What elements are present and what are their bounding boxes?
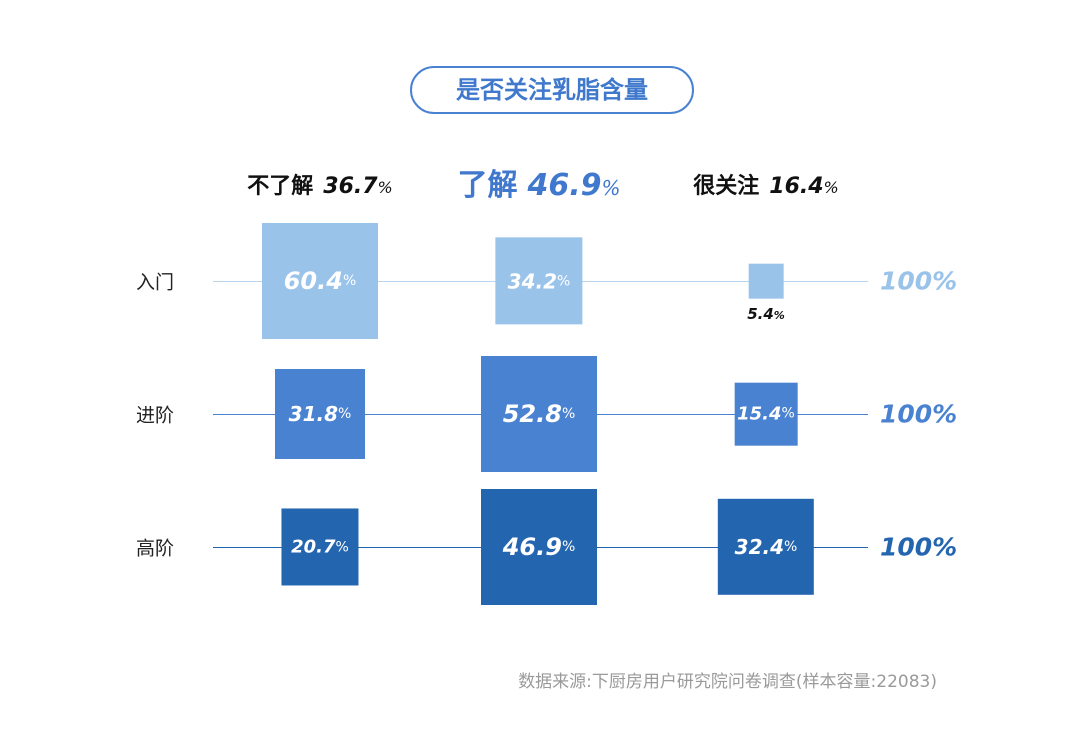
data-square: 46.9%: [481, 489, 597, 605]
chart-title: 是否关注乳脂含量: [410, 66, 694, 114]
data-square: 20.7%: [281, 508, 359, 586]
data-unit: %: [561, 539, 576, 555]
data-square: 32.4%: [717, 498, 815, 596]
row-total: 100%: [880, 399, 958, 429]
source-note: 数据来源:下厨房用户研究院问卷调查(样本容量:22083): [518, 672, 937, 692]
data-square: 15.4%: [734, 382, 798, 446]
row-total: 100%: [880, 266, 958, 296]
column-value: 16.4%: [769, 174, 838, 199]
column-unit: %: [377, 178, 393, 197]
data-square: 34.2%: [495, 237, 583, 325]
column-number: 36.7: [323, 174, 378, 199]
data-square: 31.8%: [274, 368, 366, 460]
data-unit: %: [784, 539, 798, 555]
data-value: 32.4: [734, 535, 785, 559]
data-unit: %: [335, 539, 349, 555]
row-label: 进阶: [136, 404, 175, 427]
data-label: 5.4%: [747, 305, 785, 323]
column-header: 很关注 16.4%: [693, 168, 839, 200]
data-value: 20.7: [291, 536, 336, 558]
data-value: 5.4: [747, 305, 774, 324]
data-square: [748, 263, 784, 299]
column-header: 不了解 36.7%: [247, 168, 393, 200]
column-value: 36.7%: [323, 174, 392, 199]
row-total: 100%: [880, 532, 958, 562]
data-value: 52.8: [502, 400, 562, 428]
column-unit: %: [601, 176, 621, 200]
row-label: 高阶: [136, 537, 175, 560]
column-label: 了解: [457, 168, 518, 203]
data-value: 31.8: [288, 401, 339, 426]
column-unit: %: [823, 178, 839, 197]
data-unit: %: [557, 273, 571, 289]
data-square: 60.4%: [262, 223, 378, 339]
row-label: 入门: [136, 271, 175, 294]
data-unit: %: [338, 405, 352, 422]
data-value: 46.9: [502, 533, 562, 561]
data-value: 34.2: [507, 269, 558, 293]
column-value: 46.9%: [527, 168, 620, 203]
column-number: 16.4: [769, 174, 824, 199]
column-header: 了解 46.9%: [457, 160, 620, 204]
data-unit: %: [781, 405, 795, 422]
column-label: 很关注: [693, 174, 760, 199]
data-value: 15.4: [737, 403, 782, 425]
data-value: 60.4: [283, 267, 343, 295]
data-square: 52.8%: [481, 356, 597, 472]
column-number: 46.9: [527, 168, 602, 203]
column-label: 不了解: [247, 174, 314, 199]
data-unit: %: [342, 273, 357, 289]
data-unit: %: [773, 309, 785, 323]
data-unit: %: [561, 406, 576, 422]
